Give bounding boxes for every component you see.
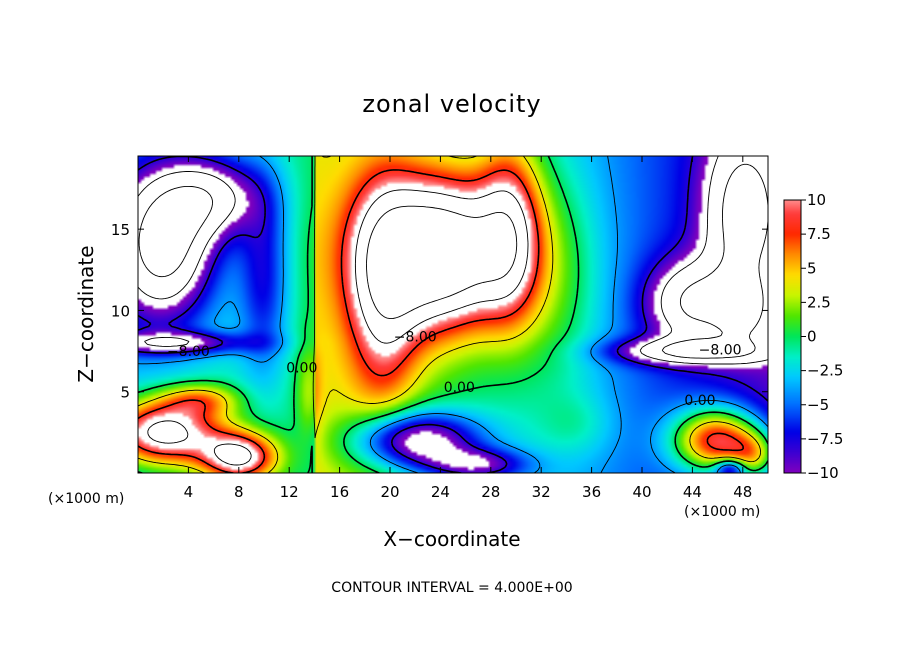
x-tick-label: 40 <box>632 483 651 501</box>
contour-label: −8.00 <box>699 342 742 358</box>
x-axis-ticks: 4 8 12 16 20 24 28 32 36 40 44 48 <box>184 156 752 501</box>
contour-level--16 <box>138 163 768 359</box>
y-axis-label: Z−coordinate <box>74 245 98 382</box>
x-tick-label: 20 <box>380 483 399 501</box>
contour-label-text: 0.00 <box>444 380 475 396</box>
contour-level--8 <box>138 156 768 473</box>
contour-level-4 <box>138 156 762 473</box>
contour-level-12 <box>147 189 529 466</box>
x-tick-label: 8 <box>234 483 244 501</box>
colorbar-ticks: 10 7.5 5 2.5 0 −2.5 −5 −7.5 −10 <box>801 191 843 482</box>
colorbar: 10 7.5 5 2.5 0 −2.5 −5 −7.5 −10 <box>783 191 843 482</box>
contour-level-0 <box>138 156 768 473</box>
colorbar-gradient <box>784 200 801 473</box>
contour-label-text: −8.00 <box>167 344 210 360</box>
colorbar-tick-label: 0 <box>807 328 817 346</box>
contour-label-text: 0.00 <box>286 360 317 376</box>
y-tick-label: 10 <box>111 302 130 320</box>
contour-label-text: −8.00 <box>394 329 437 345</box>
colorbar-tick-label: 5 <box>807 259 817 277</box>
colorbar-tick-label: 7.5 <box>807 225 831 243</box>
contour-label-text: 0.00 <box>684 393 715 409</box>
plot-frame <box>137 155 769 474</box>
velocity-field <box>138 156 768 473</box>
colorbar-tick-label: 10 <box>807 191 826 209</box>
x-tick-label: 28 <box>481 483 500 501</box>
contour-label: 0.00 <box>684 393 715 409</box>
y-axis-ticks: 5 10 15 <box>111 221 768 402</box>
colorbar-tick-label: −5 <box>807 396 829 414</box>
y-tick-label: 5 <box>120 384 130 402</box>
colorbar-tick-label: −10 <box>807 464 839 482</box>
contour-level-16 <box>366 205 518 320</box>
contour-label: −8.00 <box>394 329 437 345</box>
x-axis-unit-right: (×1000 m) <box>684 504 760 520</box>
contour-label: 0.00 <box>444 380 475 396</box>
colorbar-tick-label: −7.5 <box>807 430 843 448</box>
contour-level-8 <box>138 169 744 473</box>
x-tick-label: 32 <box>532 483 551 501</box>
colorbar-tick-label: 2.5 <box>807 293 831 311</box>
x-tick-label: 36 <box>582 483 601 501</box>
y-tick-label: 15 <box>111 221 130 239</box>
colorbar-tick-label: −2.5 <box>807 362 843 380</box>
x-tick-label: 4 <box>184 483 194 501</box>
contour-label: −8.00 <box>167 344 210 360</box>
contour-interval-note: CONTOUR INTERVAL = 4.000E+00 <box>331 580 572 596</box>
contour-label: 0.00 <box>286 360 317 376</box>
x-axis-label: X−coordinate <box>383 527 520 551</box>
x-tick-label: 12 <box>280 483 299 501</box>
x-tick-label: 44 <box>683 483 702 501</box>
contour-labels: −8.00 0.00 −8.00 0.00 −8.00 0.00 <box>167 329 742 408</box>
x-tick-label: 48 <box>733 483 752 501</box>
contour-lines <box>138 156 768 473</box>
x-tick-label: 16 <box>330 483 349 501</box>
x-axis-unit-left: (×1000 m) <box>48 491 124 507</box>
contour-level--12 <box>138 156 768 365</box>
x-tick-label: 24 <box>431 483 450 501</box>
contour-label-text: −8.00 <box>699 342 742 358</box>
chart-title: zonal velocity <box>362 90 541 118</box>
